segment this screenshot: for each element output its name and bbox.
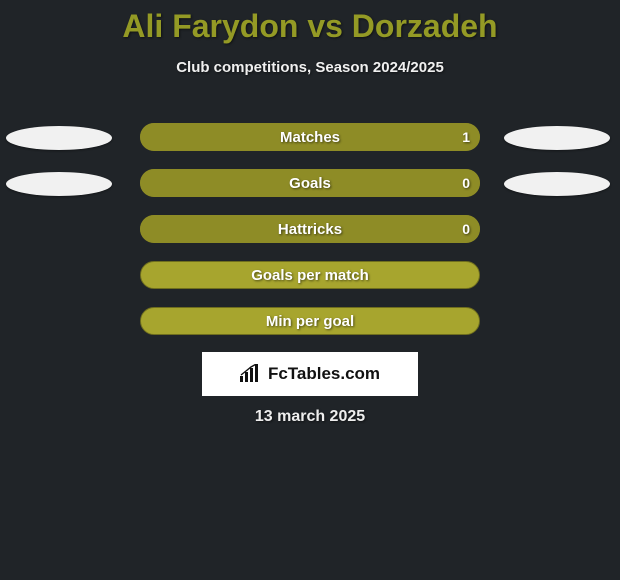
stat-bar: Goals0 [140,169,480,197]
player-right-marker [504,172,610,196]
player-left-marker [6,126,112,150]
player-right-marker [504,126,610,150]
stat-row: Hattricks0 [0,214,620,260]
stat-row: Goals per match [0,260,620,306]
stat-value-right: 0 [462,169,470,197]
stat-label: Min per goal [140,307,480,335]
stat-row: Matches1 [0,122,620,168]
stat-bar: Goals per match [140,261,480,289]
stat-value-right: 0 [462,215,470,243]
stat-label: Goals [140,169,480,197]
generated-date: 13 march 2025 [0,408,620,426]
player-left-marker [6,172,112,196]
stat-bar: Hattricks0 [140,215,480,243]
brand-chart-icon [240,364,262,384]
stat-label: Matches [140,123,480,151]
page-title: Ali Farydon vs Dorzadeh [0,0,620,45]
stat-label: Hattricks [140,215,480,243]
stat-label: Goals per match [140,261,480,289]
stat-row: Goals0 [0,168,620,214]
stat-row: Min per goal [0,306,620,352]
brand-box[interactable]: FcTables.com [202,352,418,396]
stat-value-right: 1 [462,123,470,151]
stat-bar: Matches1 [140,123,480,151]
stat-bar: Min per goal [140,307,480,335]
stats-rows: Matches1Goals0Hattricks0Goals per matchM… [0,122,620,352]
brand-label: FcTables.com [268,364,380,384]
page-subtitle: Club competitions, Season 2024/2025 [0,59,620,76]
